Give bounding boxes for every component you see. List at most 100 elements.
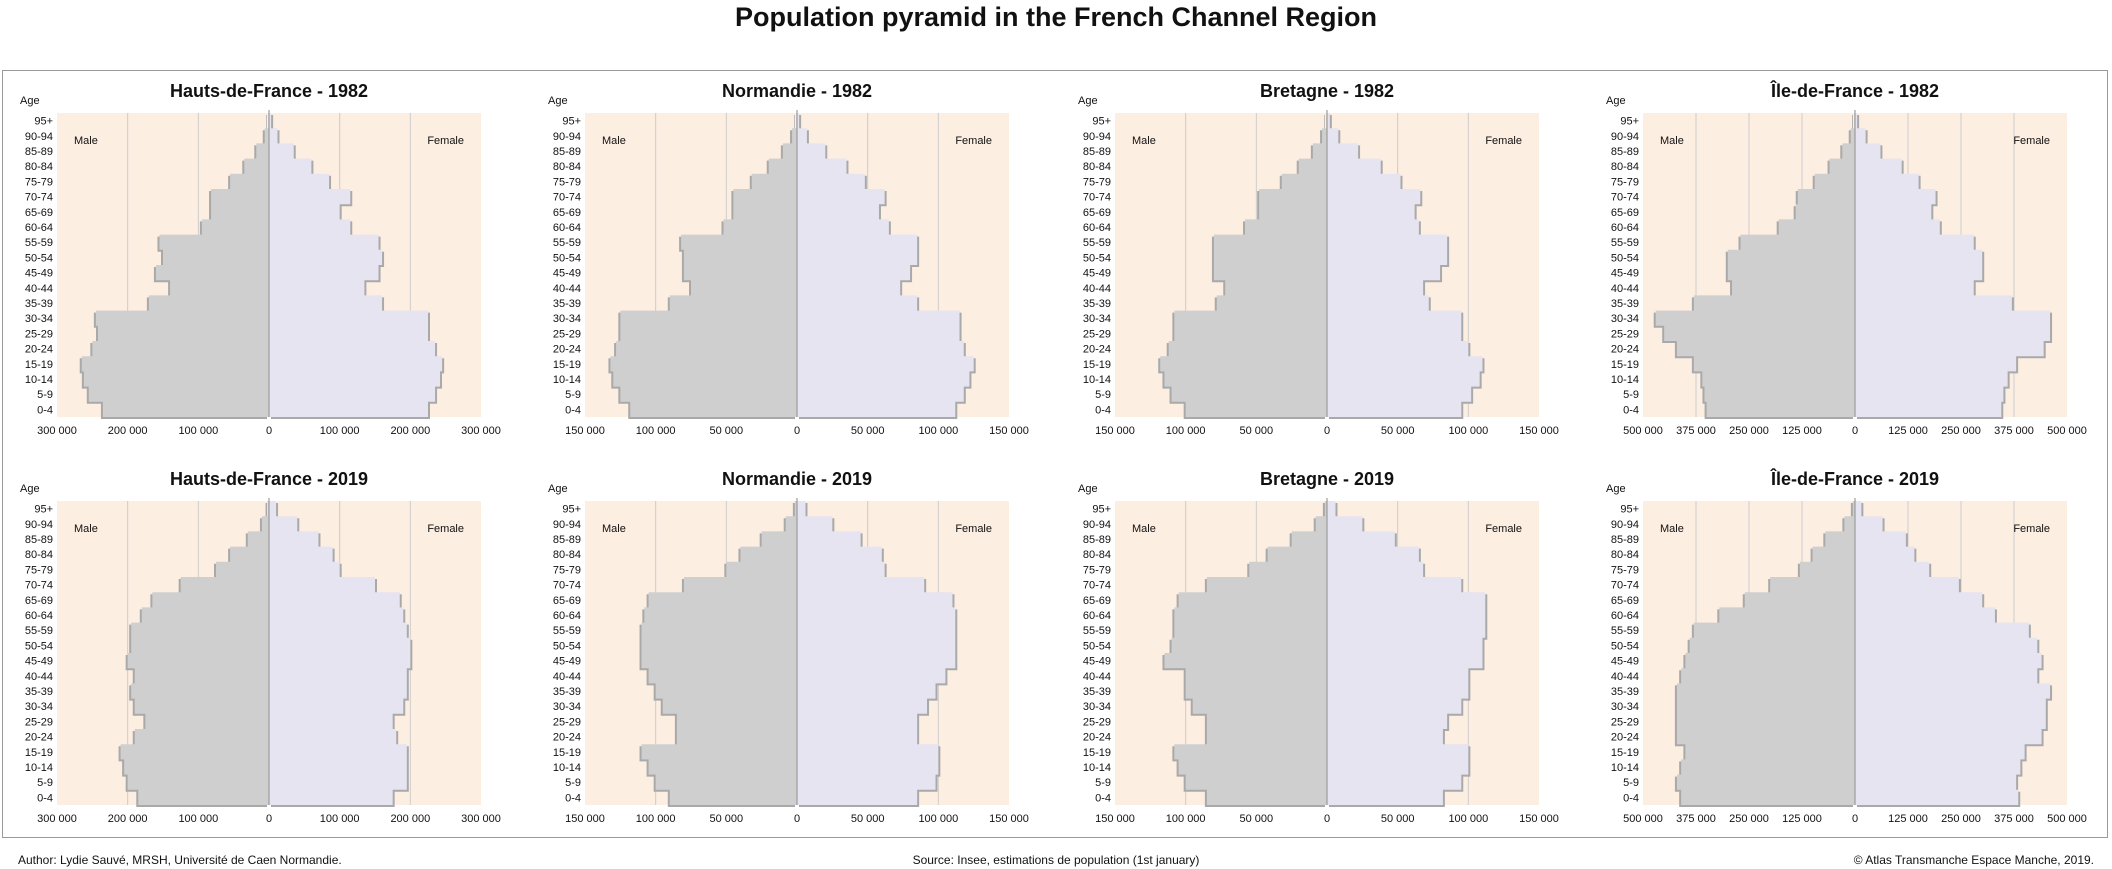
x-tick-label: 0: [1852, 813, 1858, 825]
male-bar-0-4: [670, 790, 797, 805]
female-bar-0-4: [1327, 402, 1461, 417]
age-tick-label: 15-19: [1083, 747, 1111, 759]
male-area: [1160, 113, 1327, 417]
male-bar-35-39: [149, 295, 269, 310]
male-bar-50-54: [1172, 638, 1327, 653]
charts-frame: [2, 70, 2108, 838]
male-bar-65-69: [1179, 592, 1327, 607]
male-bar-25-29: [98, 326, 269, 341]
male-bar-90-94: [1851, 128, 1855, 143]
x-tick-label: 50 000: [851, 813, 885, 825]
female-bar-85-89: [797, 143, 825, 158]
x-tick-label: 50 000: [1240, 425, 1274, 437]
age-tick-label: 5-9: [565, 389, 581, 401]
female-label: Female: [2013, 135, 2050, 147]
female-bar-30-34: [1855, 699, 2046, 714]
male-bar-45-49: [1164, 653, 1327, 668]
male-bar-20-24: [1677, 341, 1855, 356]
female-bar-40-44: [1855, 280, 1974, 295]
female-bar-25-29: [797, 326, 960, 341]
female-area: [797, 501, 956, 805]
male-bar-70-74: [1207, 577, 1327, 592]
age-tick-label: 10-14: [25, 374, 53, 386]
male-bar-40-44: [691, 280, 797, 295]
age-tick-label: 5-9: [1095, 389, 1111, 401]
male-bar-55-59: [681, 235, 797, 250]
x-tick-label: 250 000: [1729, 813, 1769, 825]
age-tick-label: 15-19: [25, 359, 53, 371]
male-bar-60-64: [724, 219, 797, 234]
male-bar-60-64: [1779, 219, 1855, 234]
age-tick-label: 85-89: [1611, 146, 1639, 158]
female-bar-90-94: [269, 128, 277, 143]
male-bar-5-9: [1677, 775, 1855, 790]
female-bar-35-39: [1855, 683, 2050, 698]
male-bar-35-39: [1694, 295, 1855, 310]
age-tick-label: 15-19: [553, 747, 581, 759]
age-tick-label: 40-44: [553, 671, 581, 683]
age-tick-label: 95+: [562, 504, 581, 516]
male-bar-30-34: [620, 311, 797, 326]
female-bar-45-49: [1327, 265, 1440, 280]
age-tick-label: 95+: [1620, 116, 1639, 128]
age-tick-label: 75-79: [553, 564, 581, 576]
female-bar-25-29: [1855, 326, 2050, 341]
female-bar-10-14: [1855, 371, 2008, 386]
male-bar-80-84: [769, 159, 797, 174]
male-bar-50-54: [642, 638, 797, 653]
female-bar-20-24: [269, 729, 396, 744]
x-tick-label: 250 000: [1941, 813, 1981, 825]
x-tick-label: 375 000: [1994, 813, 2034, 825]
x-tick-label: 100 000: [918, 425, 958, 437]
age-axis-label: Age: [20, 483, 40, 495]
female-bar-25-29: [269, 714, 393, 729]
female-bar-15-19: [269, 744, 407, 759]
female-bar-20-24: [1855, 341, 2044, 356]
male-bar-55-59: [131, 623, 269, 638]
male-bar-80-84: [740, 547, 797, 562]
male-bar-30-34: [1193, 699, 1327, 714]
male-label: Male: [602, 523, 626, 535]
age-tick-label: 60-64: [25, 610, 53, 622]
age-tick-label: 30-34: [25, 313, 53, 325]
male-label: Male: [74, 523, 98, 535]
x-tick-label: 0: [266, 813, 272, 825]
male-bar-55-59: [159, 235, 269, 250]
male-bar-35-39: [1677, 683, 1855, 698]
x-tick-label: 300 000: [37, 813, 77, 825]
age-tick-label: 35-39: [553, 686, 581, 698]
male-bar-25-29: [620, 326, 797, 341]
female-bar-15-19: [1855, 356, 2016, 371]
male-bar-20-24: [1677, 729, 1855, 744]
female-bar-40-44: [1855, 668, 2037, 683]
female-bar-35-39: [1855, 295, 2012, 310]
age-tick-label: 0-4: [565, 792, 581, 804]
female-bar-25-29: [269, 326, 428, 341]
female-label: Female: [1485, 135, 1522, 147]
x-tick-label: 300 000: [37, 425, 77, 437]
x-tick-label: 50 000: [1381, 813, 1415, 825]
age-tick-label: 40-44: [1083, 671, 1111, 683]
female-bar-55-59: [797, 623, 955, 638]
x-tick-label: 100 000: [320, 813, 360, 825]
male-bar-75-79: [726, 562, 797, 577]
age-tick-label: 60-64: [1611, 610, 1639, 622]
male-bar-15-19: [121, 744, 269, 759]
age-tick-label: 40-44: [1083, 283, 1111, 295]
female-bar-30-34: [797, 699, 927, 714]
age-tick-label: 80-84: [553, 161, 581, 173]
age-tick-label: 25-29: [25, 328, 53, 340]
male-bar-80-84: [1830, 159, 1855, 174]
female-bar-30-34: [1327, 311, 1461, 326]
male-bar-85-89: [1292, 531, 1327, 546]
x-tick-label: 125 000: [1782, 425, 1822, 437]
female-bar-20-24: [1855, 729, 2042, 744]
female-bar-35-39: [269, 295, 382, 310]
age-tick-label: 45-49: [25, 268, 53, 280]
age-tick-label: 70-74: [1611, 580, 1639, 592]
female-bar-85-89: [269, 531, 318, 546]
age-tick-label: 75-79: [25, 564, 53, 576]
female-bar-10-14: [1327, 371, 1480, 386]
male-area: [610, 113, 797, 417]
male-bar-30-34: [663, 699, 797, 714]
